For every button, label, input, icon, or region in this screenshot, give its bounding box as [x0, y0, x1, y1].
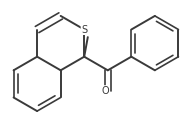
- Text: S: S: [81, 25, 87, 35]
- Text: O: O: [101, 86, 109, 96]
